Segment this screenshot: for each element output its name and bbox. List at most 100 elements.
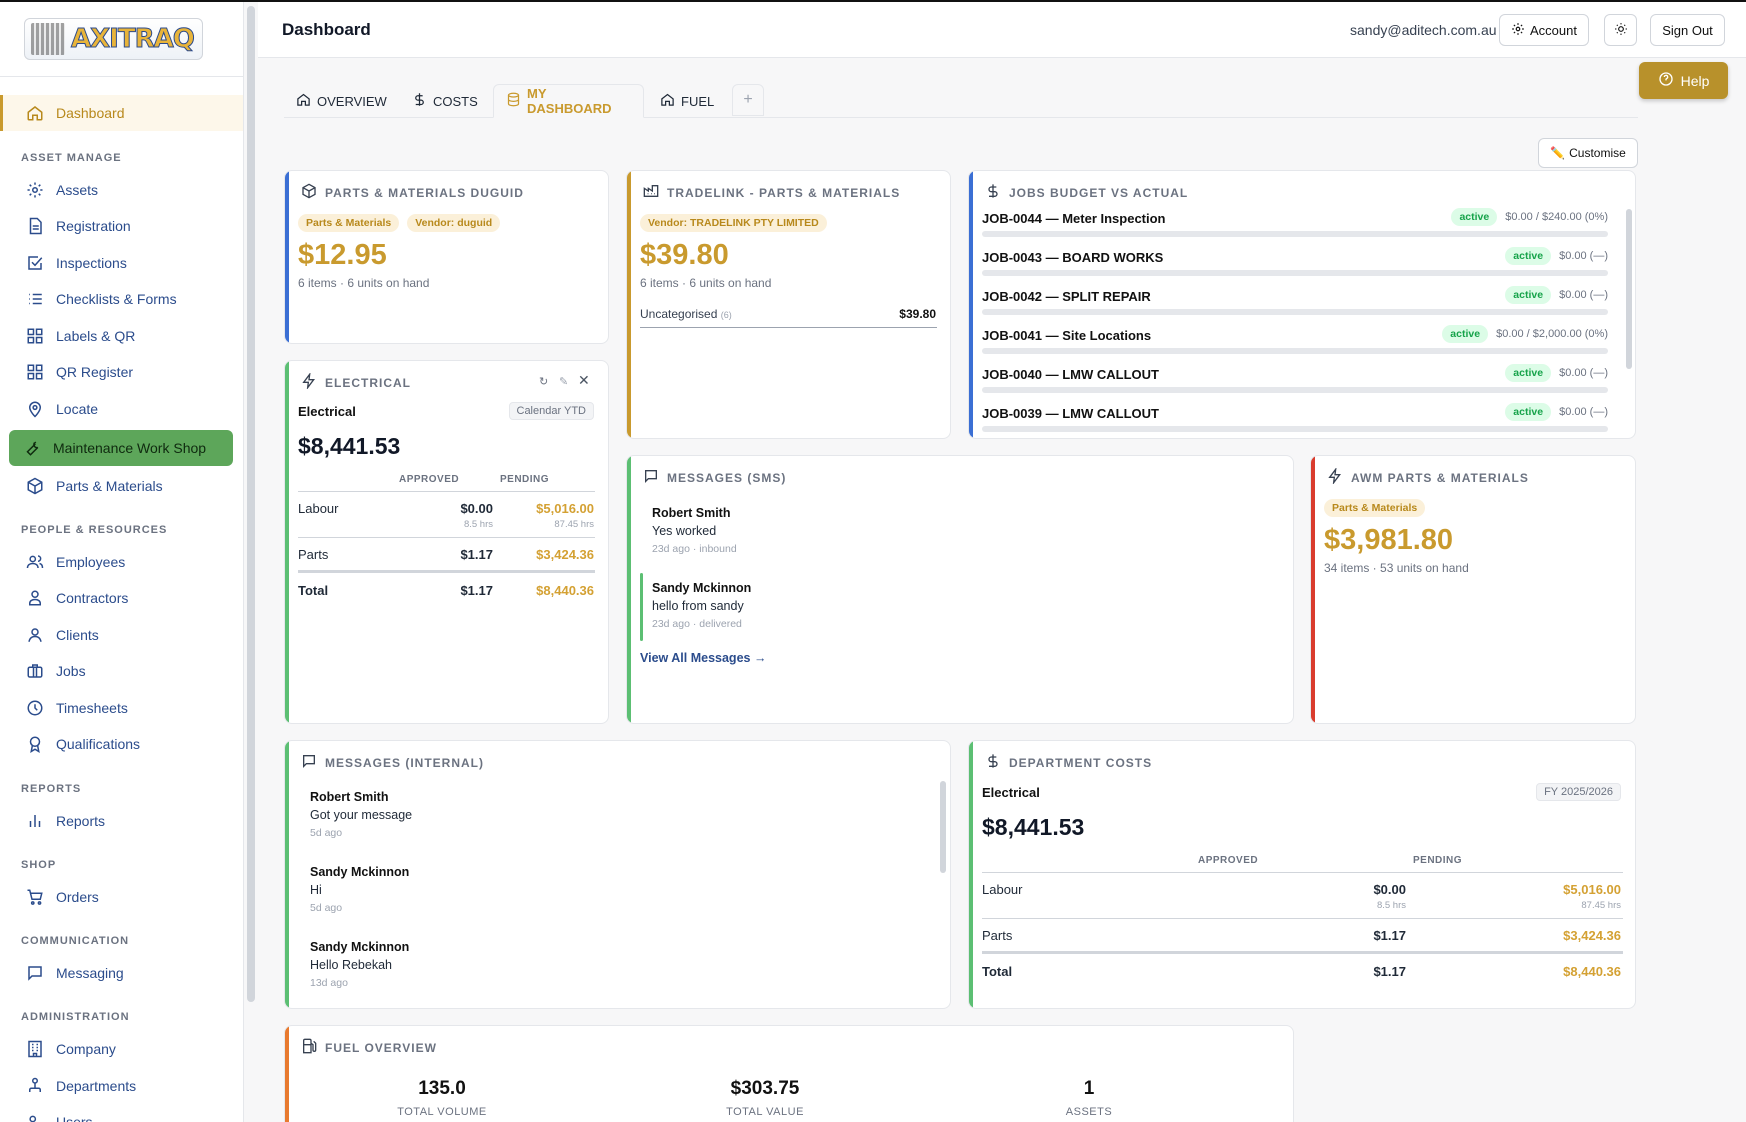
sidebar-item-contractors[interactable]: Contractors [0, 580, 243, 616]
job-budget: $0.00 (—) [1559, 289, 1608, 301]
edit-icon[interactable]: ✎ [559, 376, 569, 388]
section-people: PEOPLE & RESOURCES [21, 524, 168, 536]
sidebar-item-qualifications[interactable]: Qualifications [0, 726, 243, 762]
sidebar-item-parts[interactable]: Parts & Materials [0, 468, 243, 504]
app-logo[interactable]: AXITRAQ [24, 18, 203, 60]
sms-message[interactable]: Sandy Mckinnon hello from sandy 23d ago … [652, 581, 751, 630]
add-tab-button[interactable]: + [732, 84, 764, 116]
fuel-assets: 1 [1083, 1078, 1095, 1099]
row-divider [298, 491, 595, 492]
row-total-approved: $1.17 [1373, 964, 1406, 979]
messages-scrollbar[interactable] [940, 781, 946, 873]
sidebar-item-departments[interactable]: Departments [0, 1068, 243, 1104]
section-administration: ADMINISTRATION [21, 1011, 130, 1023]
widget-electrical: ELECTRICAL ↻ ✎ ✕ Electrical Calendar YTD… [284, 360, 609, 724]
message-meta: 5d ago [310, 902, 343, 914]
row-divider [298, 537, 595, 538]
sidebar-item-messaging[interactable]: Messaging [0, 955, 243, 991]
widget-title: AWM PARTS & MATERIALS [1351, 470, 1529, 485]
sidebar-item-label: Jobs [56, 663, 86, 679]
sidebar-item-company[interactable]: Company [0, 1031, 243, 1067]
theme-toggle-button[interactable] [1604, 14, 1637, 46]
sidebar-item-jobs[interactable]: Jobs [0, 653, 243, 689]
box-icon [26, 477, 44, 495]
tab-costs[interactable]: COSTS [400, 84, 490, 118]
dollar-icon [412, 92, 427, 110]
sidebar-item-labels-qr[interactable]: Labels & QR [0, 318, 243, 354]
outbound-marker [640, 573, 643, 641]
fuel-total-volume-label: TOTAL VOLUME [397, 1106, 487, 1118]
sign-out-button[interactable]: Sign Out [1650, 14, 1725, 46]
job-row[interactable]: JOB-0041 — Site Locations active $0.00 / $… [982, 325, 1608, 367]
job-row[interactable]: JOB-0043 — BOARD WORKS active $0.00 (—) [982, 247, 1608, 289]
stock-value: $39.80 [640, 239, 729, 271]
page-title: Dashboard [282, 20, 371, 39]
sidebar-item-reports[interactable]: Reports [0, 803, 243, 839]
widget-title: DEPARTMENT COSTS [1009, 755, 1153, 770]
user-round-icon [26, 626, 44, 644]
job-row[interactable]: JOB-0044 — Meter Inspection active $0.00 /… [982, 208, 1608, 250]
sidebar-item-clients[interactable]: Clients [0, 617, 243, 653]
widget-title: TRADELINK - PARTS & MATERIALS [667, 185, 901, 200]
widget-title: MESSAGES (INTERNAL) [325, 755, 485, 770]
job-list-scrollbar[interactable] [1626, 209, 1632, 369]
clock-icon [26, 699, 44, 717]
job-row[interactable]: JOB-0040 — LMW CALLOUT active $0.00 (—) [982, 364, 1608, 406]
stock-value: $12.95 [298, 239, 387, 271]
sidebar-item-locate[interactable]: Locate [0, 391, 243, 427]
sidebar-item-qr-register[interactable]: QR Register [0, 354, 243, 390]
widget-accent-bar [285, 1026, 289, 1122]
sidebar-item-dashboard[interactable]: Dashboard [0, 95, 243, 131]
widget-accent-bar [627, 456, 631, 723]
tab-fuel[interactable]: FUEL [648, 84, 726, 118]
refresh-icon[interactable]: ↻ [539, 376, 549, 388]
internal-message[interactable]: Sandy Mckinnon Hello Rebekah 13d ago [310, 940, 409, 989]
sidebar-item-timesheets[interactable]: Timesheets [0, 690, 243, 726]
message-sender: Sandy Mckinnon [310, 940, 410, 954]
view-all-messages-link[interactable]: View All Messages → [640, 651, 767, 665]
qr-logo-icon [31, 23, 65, 55]
widget-header: PARTS & MATERIALS DUGUID [301, 183, 524, 202]
sidebar-item-label: Maintenance Work Shop [53, 440, 207, 456]
customise-button[interactable]: ✏️ Customise [1538, 138, 1638, 168]
help-button[interactable]: Help [1639, 62, 1728, 99]
fuel-total-value: $303.75 [730, 1078, 800, 1099]
lightning-icon [301, 371, 317, 392]
lightning-icon [1327, 466, 1343, 487]
sidebar-item-employees[interactable]: Employees [0, 544, 243, 580]
tab-overview[interactable]: OVERVIEW [284, 84, 399, 118]
job-row[interactable]: JOB-0039 — LMW CALLOUT active $0.00 (—) [982, 403, 1608, 438]
widget-tradelink: TRADELINK - PARTS & MATERIALS Vendor: TR… [626, 170, 951, 439]
document-icon [26, 217, 44, 235]
job-row[interactable]: JOB-0042 — SPLIT REPAIR active $0.00 (—) [982, 286, 1608, 328]
row-parts-pending: $3,424.36 [1563, 928, 1621, 943]
fuel-total-volume: 135.0 [418, 1078, 466, 1099]
internal-message[interactable]: Sandy Mckinnon Hi 5d ago [310, 865, 409, 914]
status-badge: active [1505, 364, 1552, 382]
sidebar-item-checklists[interactable]: Checklists & Forms [0, 281, 243, 317]
sidebar-item-assets[interactable]: Assets [0, 172, 243, 208]
sidebar-item-registration[interactable]: Registration [0, 208, 243, 244]
sms-message[interactable]: Robert Smith Yes worked 23d ago · inboun… [652, 506, 737, 555]
job-meta: active $0.00 (—) [1505, 247, 1608, 265]
job-name: JOB-0039 — LMW CALLOUT [982, 406, 1159, 421]
sidebar-item-inspections[interactable]: Inspections [0, 245, 243, 281]
tab-label: OVERVIEW [317, 93, 387, 109]
category-row-value: $39.80 [899, 307, 936, 321]
fuel-total-value-label: TOTAL VALUE [726, 1106, 804, 1118]
internal-message[interactable]: Robert Smith Got your message 5d ago [310, 790, 412, 839]
box-icon [301, 183, 317, 202]
stock-summary: 34 items · 53 units on hand [1324, 561, 1469, 575]
sidebar-item-label: Qualifications [56, 736, 141, 752]
tab-my-dashboard[interactable]: MY DASHBOARD [493, 84, 644, 118]
sidebar-item-label: Locate [56, 401, 99, 417]
stock-value: $3,981.80 [1324, 524, 1454, 556]
close-icon[interactable]: ✕ [578, 372, 590, 388]
sidebar-scrollbar[interactable] [247, 6, 255, 1002]
sidebar-item-orders[interactable]: Orders [0, 879, 243, 915]
sidebar-item-label: Checklists & Forms [56, 291, 177, 307]
account-button[interactable]: Account [1499, 14, 1589, 46]
sidebar-item-users[interactable]: Users [0, 1104, 243, 1122]
widget-accent-bar [1311, 456, 1315, 723]
sidebar-item-maintenance[interactable]: Maintenance Work Shop [9, 430, 233, 466]
